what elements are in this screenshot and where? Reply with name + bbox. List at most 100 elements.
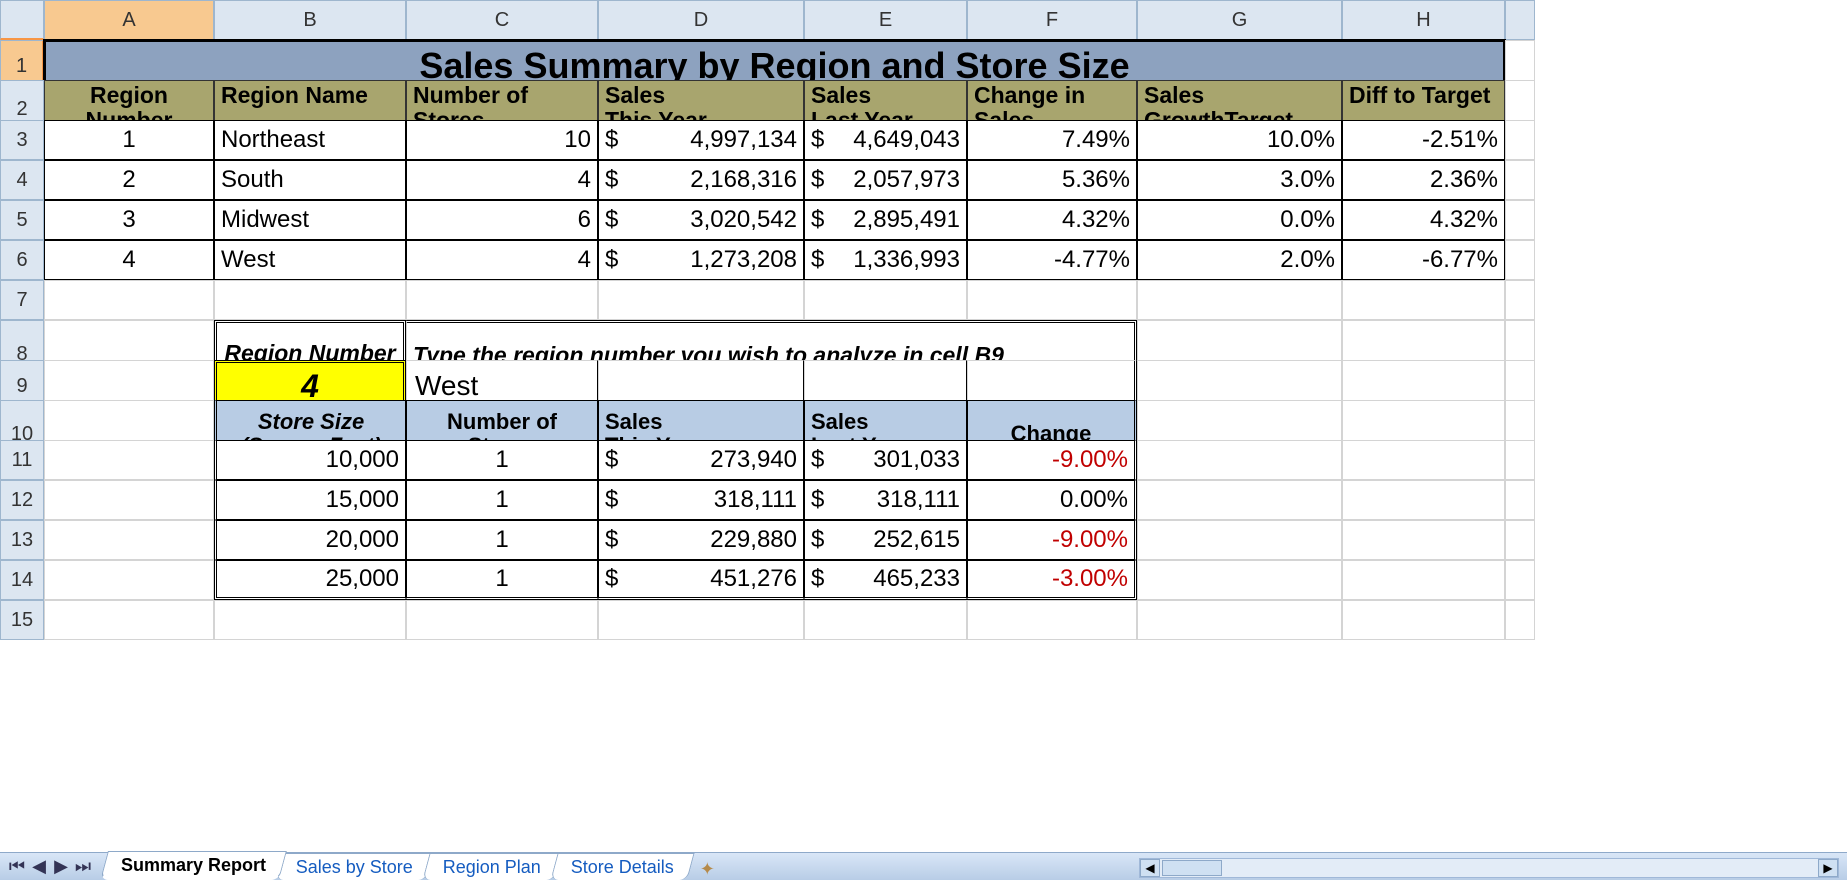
col-head-H[interactable]: H [1342,0,1505,40]
d11-last[interactable]: $301,033 [804,440,967,480]
spreadsheet-grid[interactable]: A B C D E F G H 1 Sales Summary by Regio… [0,0,1847,640]
cell-H14[interactable] [1342,560,1505,600]
row-head-12[interactable]: 12 [0,480,44,520]
cell-I14[interactable] [1505,560,1535,600]
cell-D7[interactable] [598,280,804,320]
r5-diff[interactable]: 4.32% [1342,200,1505,240]
row-head-15[interactable]: 15 [0,600,44,640]
cell-H15[interactable] [1342,600,1505,640]
cell-B15[interactable] [214,600,406,640]
d11-stores[interactable]: 1 [406,440,598,480]
cell-I7[interactable] [1505,280,1535,320]
cell-G11[interactable] [1137,440,1342,480]
col-head-C[interactable]: C [406,0,598,40]
d12-size[interactable]: 15,000 [214,480,406,520]
r3-this[interactable]: $4,997,134 [598,120,804,160]
cell-G14[interactable] [1137,560,1342,600]
row-head-5[interactable]: 5 [0,200,44,240]
nav-next-button[interactable]: ▶ [52,858,70,876]
r3-chg[interactable]: 7.49% [967,120,1137,160]
cell-H12[interactable] [1342,480,1505,520]
d14-last[interactable]: $465,233 [804,560,967,600]
cell-A11[interactable] [44,440,214,480]
cell-I12[interactable] [1505,480,1535,520]
r4-diff[interactable]: 2.36% [1342,160,1505,200]
r3-diff[interactable]: -2.51% [1342,120,1505,160]
d13-chg[interactable]: -9.00% [967,520,1137,560]
col-head-F[interactable]: F [967,0,1137,40]
scroll-right-button[interactable]: ▶ [1818,859,1838,877]
row-head-6[interactable]: 6 [0,240,44,280]
cell-I3[interactable] [1505,120,1535,160]
r5-name[interactable]: Midwest [214,200,406,240]
cell-I11[interactable] [1505,440,1535,480]
row-head-14[interactable]: 14 [0,560,44,600]
cell-I4[interactable] [1505,160,1535,200]
d13-size[interactable]: 20,000 [214,520,406,560]
row-head-4[interactable]: 4 [0,160,44,200]
col-head-E[interactable]: E [804,0,967,40]
cell-H7[interactable] [1342,280,1505,320]
r5-num[interactable]: 3 [44,200,214,240]
cell-G15[interactable] [1137,600,1342,640]
r4-stores[interactable]: 4 [406,160,598,200]
cell-H11[interactable] [1342,440,1505,480]
r5-last[interactable]: $2,895,491 [804,200,967,240]
cell-A14[interactable] [44,560,214,600]
cell-A15[interactable] [44,600,214,640]
cell-A7[interactable] [44,280,214,320]
cell-G13[interactable] [1137,520,1342,560]
d11-size[interactable]: 10,000 [214,440,406,480]
tab-region-plan[interactable]: Region Plan [422,853,561,880]
cell-C15[interactable] [406,600,598,640]
col-head-B[interactable]: B [214,0,406,40]
nav-first-button[interactable]: ⏮ [8,858,26,876]
cell-E7[interactable] [804,280,967,320]
r6-name[interactable]: West [214,240,406,280]
d13-this[interactable]: $229,880 [598,520,804,560]
horizontal-scrollbar[interactable]: ◀ ▶ [1139,858,1839,878]
d12-this[interactable]: $318,111 [598,480,804,520]
row-head-7[interactable]: 7 [0,280,44,320]
r3-name[interactable]: Northeast [214,120,406,160]
new-sheet-button[interactable]: ✦ [695,859,719,880]
r5-stores[interactable]: 6 [406,200,598,240]
r4-chg[interactable]: 5.36% [967,160,1137,200]
r3-num[interactable]: 1 [44,120,214,160]
r3-tgt[interactable]: 10.0% [1137,120,1342,160]
r6-this[interactable]: $1,273,208 [598,240,804,280]
cell-D15[interactable] [598,600,804,640]
cell-F15[interactable] [967,600,1137,640]
cell-G7[interactable] [1137,280,1342,320]
d14-this[interactable]: $451,276 [598,560,804,600]
d14-chg[interactable]: -3.00% [967,560,1137,600]
d12-chg[interactable]: 0.00% [967,480,1137,520]
r4-num[interactable]: 2 [44,160,214,200]
tab-summary-report[interactable]: Summary Report [100,851,287,880]
col-head-A[interactable]: A [44,0,214,40]
cell-I6[interactable] [1505,240,1535,280]
cell-A13[interactable] [44,520,214,560]
d12-stores[interactable]: 1 [406,480,598,520]
r6-tgt[interactable]: 2.0% [1137,240,1342,280]
r4-tgt[interactable]: 3.0% [1137,160,1342,200]
d12-last[interactable]: $318,111 [804,480,967,520]
r5-tgt[interactable]: 0.0% [1137,200,1342,240]
r3-last[interactable]: $4,649,043 [804,120,967,160]
cell-F7[interactable] [967,280,1137,320]
r6-num[interactable]: 4 [44,240,214,280]
cell-I15[interactable] [1505,600,1535,640]
cell-I13[interactable] [1505,520,1535,560]
cell-B7[interactable] [214,280,406,320]
nav-prev-button[interactable]: ◀ [30,858,48,876]
r5-chg[interactable]: 4.32% [967,200,1137,240]
d14-size[interactable]: 25,000 [214,560,406,600]
col-head-extra[interactable] [1505,0,1535,40]
r4-last[interactable]: $2,057,973 [804,160,967,200]
cell-G12[interactable] [1137,480,1342,520]
scroll-left-button[interactable]: ◀ [1140,859,1160,877]
d13-stores[interactable]: 1 [406,520,598,560]
r6-diff[interactable]: -6.77% [1342,240,1505,280]
r6-last[interactable]: $1,336,993 [804,240,967,280]
row-head-13[interactable]: 13 [0,520,44,560]
